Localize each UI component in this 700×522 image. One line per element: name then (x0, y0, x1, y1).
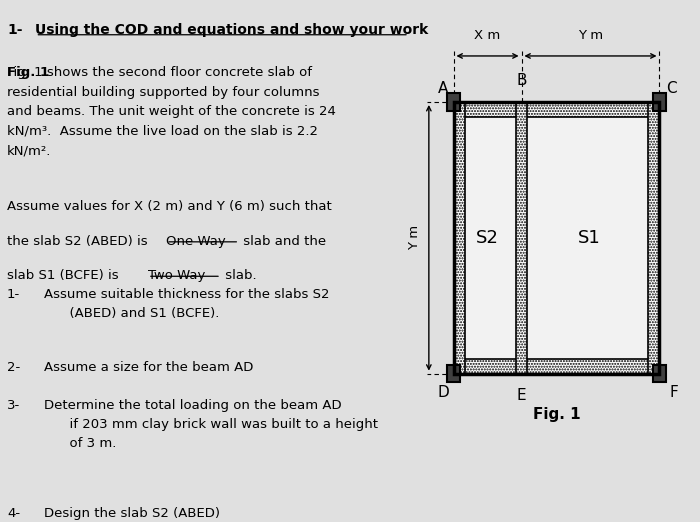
Text: 1-: 1- (7, 288, 20, 301)
Text: F: F (669, 385, 678, 400)
Bar (454, 102, 659, 374)
Text: Design the slab S2 (ABED): Design the slab S2 (ABED) (43, 507, 220, 520)
Text: A: A (438, 81, 449, 96)
Text: S2: S2 (476, 229, 499, 247)
Text: 1-: 1- (7, 23, 22, 37)
Text: 3-: 3- (7, 399, 20, 412)
Text: S1: S1 (578, 229, 601, 247)
Text: 4-: 4- (7, 507, 20, 520)
Bar (652, 365, 666, 382)
Bar (454, 359, 659, 374)
Bar (447, 93, 461, 111)
Bar (454, 102, 659, 117)
Bar (516, 102, 527, 374)
Bar (447, 365, 461, 382)
Bar (454, 102, 659, 374)
Text: 2-: 2- (7, 361, 20, 374)
Text: Using the COD and equations and show your work: Using the COD and equations and show you… (36, 23, 428, 37)
Text: the slab S2 (ABED) is: the slab S2 (ABED) is (7, 235, 152, 248)
Text: B: B (517, 73, 526, 88)
Text: Y m: Y m (578, 29, 603, 42)
Text: slab.: slab. (221, 269, 257, 282)
Text: Assume values for X (2 m) and Y (6 m) such that: Assume values for X (2 m) and Y (6 m) su… (7, 200, 332, 213)
Text: Fig. 1: Fig. 1 (533, 407, 580, 422)
Text: slab S1 (BCFE) is: slab S1 (BCFE) is (7, 269, 123, 282)
Text: C: C (666, 81, 677, 96)
Bar (652, 93, 666, 111)
Bar (454, 102, 465, 374)
Text: Two Way: Two Way (148, 269, 205, 282)
Text: Determine the total loading on the beam AD
      if 203 mm clay brick wall was b: Determine the total loading on the beam … (43, 399, 377, 450)
Bar (648, 102, 659, 374)
Text: X m: X m (475, 29, 500, 42)
Text: Assume a size for the beam AD: Assume a size for the beam AD (43, 361, 253, 374)
Text: Fig. 1: Fig. 1 (7, 66, 49, 79)
Text: Assume suitable thickness for the slabs S2
      (ABED) and S1 (BCFE).: Assume suitable thickness for the slabs … (43, 288, 329, 320)
Text: One Way: One Way (166, 235, 226, 248)
Text: Y m: Y m (408, 226, 421, 251)
Text: E: E (517, 388, 526, 403)
Text: Fig. 1 shows the second floor concrete slab of
residential building supported by: Fig. 1 shows the second floor concrete s… (7, 66, 336, 157)
Text: D: D (438, 385, 449, 400)
Text: slab and the: slab and the (239, 235, 326, 248)
